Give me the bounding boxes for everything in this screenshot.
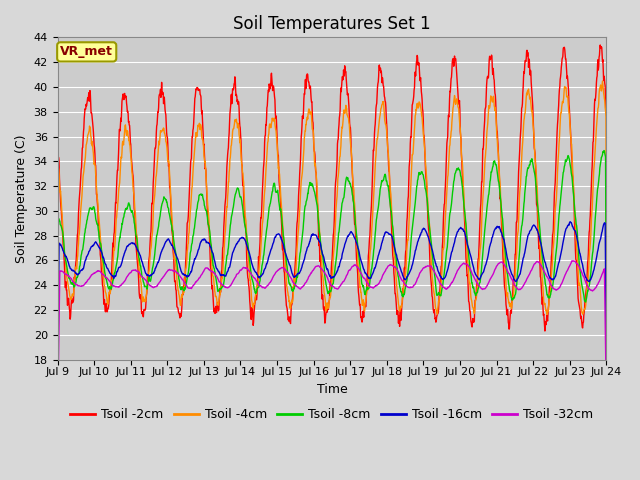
Tsoil -2cm [54,359,61,365]
Tsoil -8cm [163,197,170,203]
Tsoil -32cm [489,272,497,277]
Tsoil -16cm [566,219,574,225]
Tsoil -4cm [543,312,551,317]
Y-axis label: Soil Temperature (C): Soil Temperature (C) [15,134,28,263]
X-axis label: Time: Time [317,383,348,396]
Tsoil -4cm [163,139,170,145]
Tsoil -16cm [237,235,245,241]
Line: Tsoil -16cm: Tsoil -16cm [58,222,606,413]
Tsoil -2cm [602,105,610,111]
Tsoil -16cm [489,233,497,239]
Line: Tsoil -8cm: Tsoil -8cm [58,151,606,364]
Tsoil -16cm [54,410,61,416]
Tsoil -2cm [596,42,604,48]
Tsoil -8cm [600,148,608,154]
Tsoil -32cm [163,270,170,276]
Tsoil -32cm [237,267,245,273]
Tsoil -8cm [54,361,61,367]
Tsoil -32cm [537,263,545,268]
Tsoil -4cm [237,151,245,156]
Tsoil -8cm [602,325,610,331]
Tsoil -2cm [417,81,425,87]
Tsoil -8cm [237,194,245,200]
Tsoil -4cm [489,99,497,105]
Tsoil -32cm [176,273,184,278]
Tsoil -2cm [176,313,184,319]
Tsoil -16cm [602,355,610,361]
Tsoil -2cm [489,72,497,77]
Tsoil -16cm [163,239,170,244]
Text: VR_met: VR_met [60,46,113,59]
Tsoil -4cm [598,78,606,84]
Tsoil -4cm [54,301,61,307]
Tsoil -2cm [537,280,545,286]
Tsoil -8cm [176,280,184,286]
Tsoil -8cm [417,170,425,176]
Tsoil -4cm [602,270,610,276]
Tsoil -4cm [537,258,545,264]
Tsoil -16cm [176,262,184,268]
Tsoil -32cm [602,396,610,401]
Tsoil -32cm [54,425,61,431]
Tsoil -8cm [537,240,545,246]
Line: Tsoil -4cm: Tsoil -4cm [58,81,606,314]
Tsoil -4cm [417,106,425,112]
Tsoil -16cm [417,230,425,236]
Legend: Tsoil -2cm, Tsoil -4cm, Tsoil -8cm, Tsoil -16cm, Tsoil -32cm: Tsoil -2cm, Tsoil -4cm, Tsoil -8cm, Tsoi… [65,403,598,426]
Line: Tsoil -32cm: Tsoil -32cm [58,261,606,428]
Tsoil -2cm [237,137,245,143]
Tsoil -8cm [489,164,497,170]
Tsoil -2cm [163,120,170,126]
Tsoil -16cm [537,242,545,248]
Tsoil -4cm [176,297,184,302]
Tsoil -32cm [417,269,425,275]
Title: Soil Temperatures Set 1: Soil Temperatures Set 1 [233,15,431,33]
Tsoil -32cm [568,258,576,264]
Line: Tsoil -2cm: Tsoil -2cm [58,45,606,362]
